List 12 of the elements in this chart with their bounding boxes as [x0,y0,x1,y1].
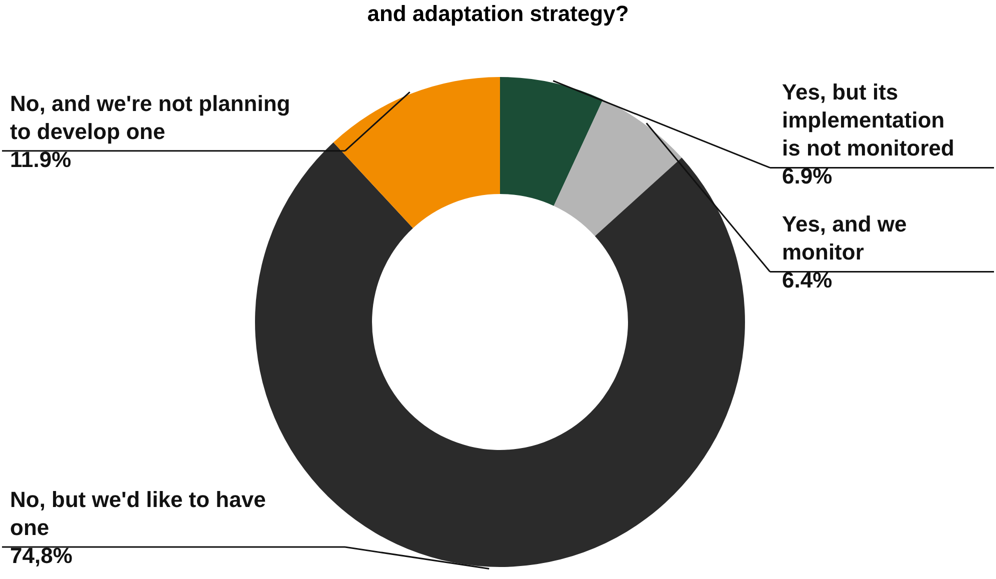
data-label: 6.9% [782,164,832,189]
slice-label: Yes, and we monitor [782,212,907,265]
slice-label: Yes, but its implementation is not monitored [782,80,954,161]
data-label: 74,8% [10,543,72,568]
donut-slice [554,100,682,236]
slice-label: No, but we'd like to have one [10,487,266,540]
donut-slice [333,77,500,228]
data-label: 6.4% [782,268,832,293]
data-label: 11.9% [10,146,72,172]
donut-slice [500,77,603,206]
slice-label: No, and we're not planning to develop one [10,90,290,144]
chart-title: and adaptation strategy? [367,1,629,26]
